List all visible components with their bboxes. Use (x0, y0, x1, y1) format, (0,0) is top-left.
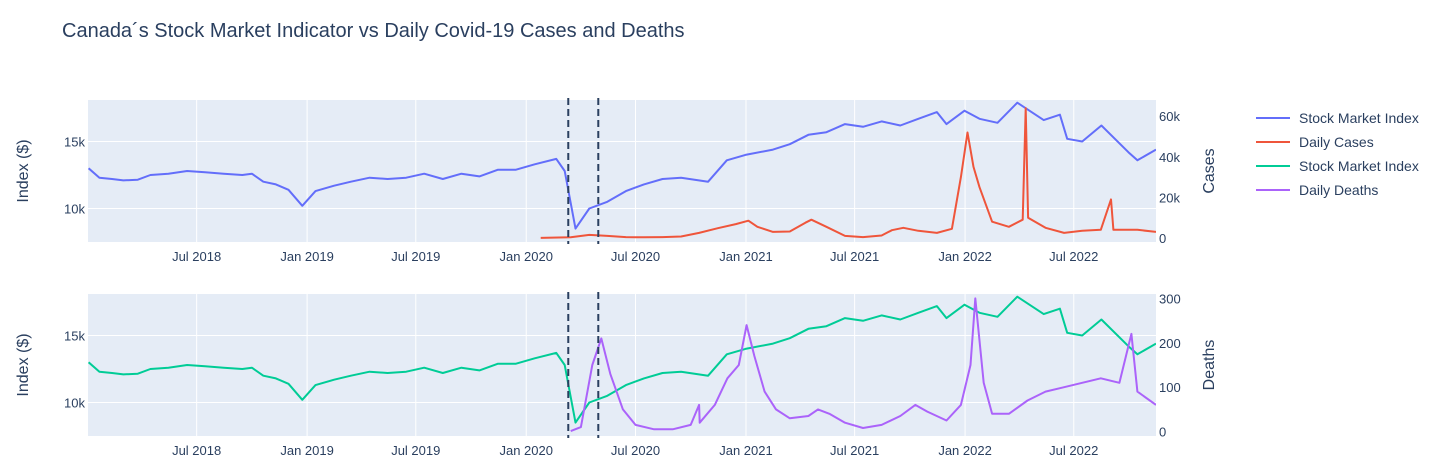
legend-item[interactable]: Stock Market Index (1256, 158, 1419, 174)
series-line-daily-deaths (570, 297, 1156, 433)
y-left-tick-label: 15k (64, 329, 85, 344)
x-tick-label: Jul 2021 (830, 249, 879, 264)
panel-top: Jul 2018 Jan 2019 Jul 2019 Jan 2020 Jul 2020… (15, 98, 1218, 264)
legend-label: Stock Market Index (1299, 110, 1419, 126)
legend-label: Daily Cases (1299, 134, 1374, 150)
x-tick-label: Jan 2021 (719, 443, 773, 458)
series-line-stock-market-index (88, 295, 1156, 424)
x-tick-label: Jan 2022 (938, 443, 992, 458)
x-tick-label: Jul 2018 (172, 249, 221, 264)
x-tick-label: Jan 2019 (280, 249, 334, 264)
x-tick-label: Jul 2020 (611, 249, 660, 264)
y-left-axis-title: Index ($) (15, 333, 32, 396)
x-tick-label: Jan 2019 (280, 443, 334, 458)
plot-background (88, 100, 1156, 242)
x-tick-label: Jul 2022 (1049, 443, 1098, 458)
series-line-daily-cases (540, 107, 1156, 239)
series-line-stock-market-index (88, 101, 1156, 230)
chart-title: Canada´s Stock Market Indicator vs Daily… (62, 20, 685, 42)
y-left-tick-label: 10k (64, 202, 85, 217)
legend-item[interactable]: Stock Market Index (1256, 110, 1419, 126)
x-tick-label: Jan 2020 (499, 249, 553, 264)
legend-label: Daily Deaths (1299, 182, 1378, 198)
legend[interactable]: Stock Market Index Daily Cases Stock Marke… (1256, 110, 1419, 198)
y-right-axis-title: Cases (1201, 148, 1218, 193)
y-right-tick-label: 300 (1159, 291, 1181, 306)
x-tick-label: Jul 2019 (391, 249, 440, 264)
x-tick-label: Jan 2021 (719, 249, 773, 264)
x-tick-label: Jul 2021 (830, 443, 879, 458)
x-tick-label: Jul 2020 (611, 443, 660, 458)
chart-panels: Jul 2018 Jan 2019 Jul 2019 Jan 2020 Jul 2020… (15, 98, 1218, 458)
legend-label: Stock Market Index (1299, 158, 1419, 174)
x-tick-label: Jul 2022 (1049, 249, 1098, 264)
x-tick-label: Jan 2020 (499, 443, 553, 458)
y-right-axis-title: Deaths (1201, 340, 1218, 391)
y-left-tick-label: 15k (64, 135, 85, 150)
panel-bottom: Jul 2018 Jan 2019 Jul 2019 Jan 2020 Jul 2020… (15, 291, 1218, 458)
y-right-tick-label: 60k (1159, 109, 1180, 124)
x-tick-label: Jan 2022 (938, 249, 992, 264)
y-right-tick-label: 40k (1159, 150, 1180, 165)
x-tick-label: Jul 2018 (172, 443, 221, 458)
y-left-axis-title: Index ($) (15, 139, 32, 202)
legend-item[interactable]: Daily Deaths (1256, 182, 1378, 198)
y-right-tick-label: 0 (1159, 425, 1166, 440)
y-right-tick-label: 0 (1159, 231, 1166, 246)
y-right-tick-label: 200 (1159, 336, 1181, 351)
y-right-tick-label: 20k (1159, 190, 1180, 205)
y-left-tick-label: 10k (64, 396, 85, 411)
x-tick-label: Jul 2019 (391, 443, 440, 458)
y-right-tick-label: 100 (1159, 380, 1181, 395)
legend-item[interactable]: Daily Cases (1256, 134, 1374, 150)
